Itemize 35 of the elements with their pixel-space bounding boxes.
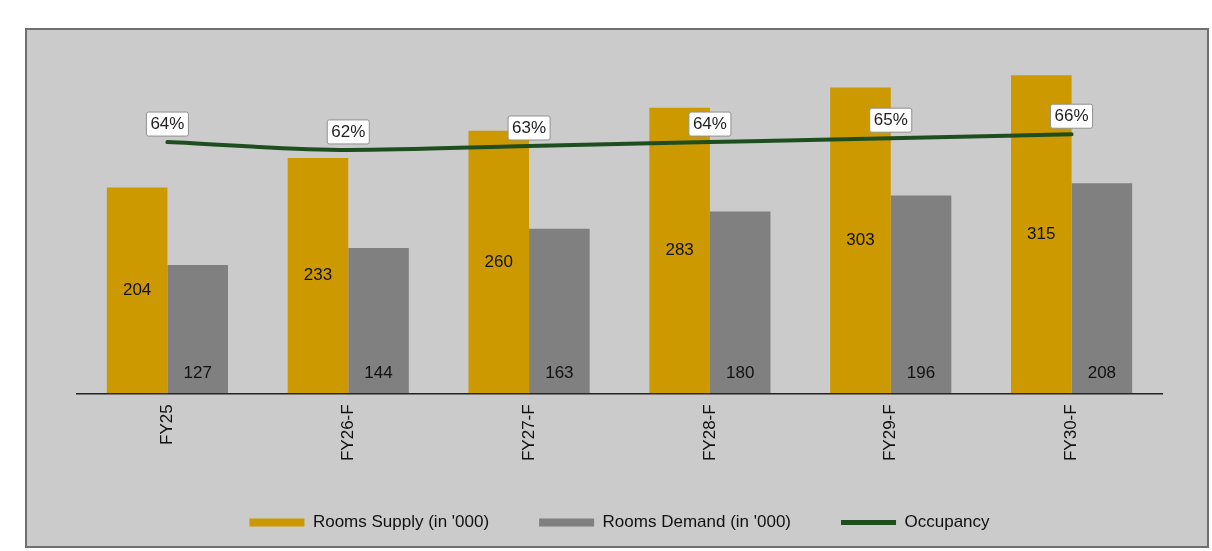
data-label: 65% bbox=[873, 109, 908, 129]
legend-label: Rooms Demand (in '000) bbox=[602, 512, 792, 532]
data-label: 66% bbox=[1054, 105, 1089, 125]
data-label: 127 bbox=[183, 363, 212, 383]
legend-label: Occupancy bbox=[904, 512, 991, 532]
bar bbox=[348, 247, 409, 394]
x-tick-label: FY28-F bbox=[699, 404, 719, 462]
data-label: 283 bbox=[665, 240, 694, 260]
x-tick-label: FY30-F bbox=[1061, 404, 1081, 462]
data-label: 196 bbox=[906, 363, 936, 383]
data-label: 204 bbox=[122, 280, 152, 300]
data-label: 260 bbox=[484, 251, 513, 271]
data-label: 63% bbox=[512, 117, 547, 137]
bar bbox=[890, 195, 952, 394]
bar bbox=[1071, 183, 1133, 394]
bar bbox=[529, 228, 590, 394]
bar bbox=[709, 211, 771, 394]
data-label: 163 bbox=[545, 363, 574, 383]
bar bbox=[167, 265, 228, 394]
bar bbox=[287, 158, 349, 394]
data-label: 303 bbox=[846, 230, 875, 250]
x-tick-label: FY25 bbox=[157, 404, 177, 445]
x-tick-label: FY29-F bbox=[880, 404, 900, 462]
data-label: 180 bbox=[726, 363, 755, 383]
x-tick-label: FY27-F bbox=[518, 404, 538, 462]
data-label: 64% bbox=[692, 113, 727, 133]
data-label: 64% bbox=[150, 113, 185, 133]
data-label: 144 bbox=[364, 363, 393, 383]
legend-label: Rooms Supply (in '000) bbox=[312, 512, 490, 532]
data-label: 62% bbox=[331, 121, 366, 141]
data-label: 233 bbox=[303, 265, 333, 285]
bar bbox=[106, 187, 168, 394]
data-label: 315 bbox=[1027, 224, 1056, 244]
x-tick-label: FY26-F bbox=[337, 404, 357, 462]
data-label: 208 bbox=[1087, 363, 1117, 383]
